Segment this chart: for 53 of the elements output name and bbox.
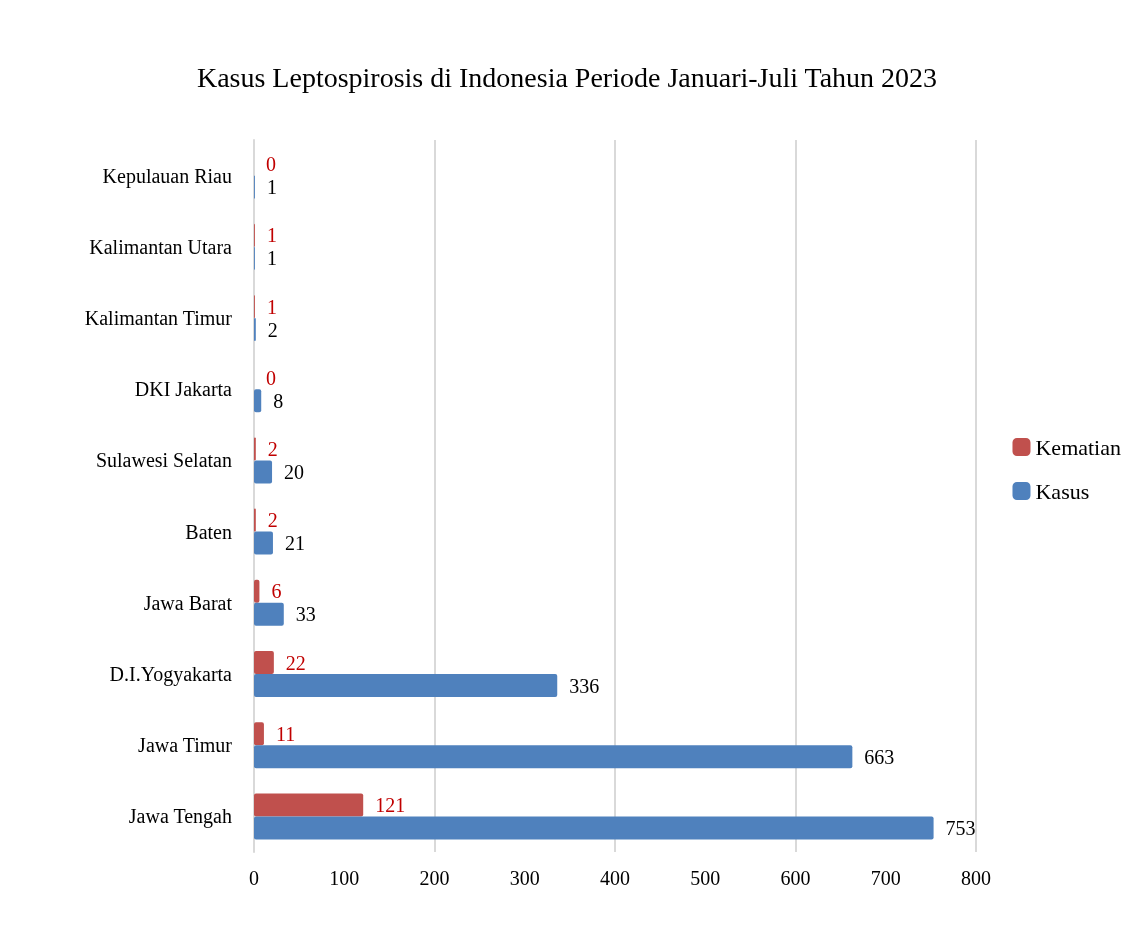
- chart-title: Kasus Leptospirosis di Indonesia Periode Januari-Juli Tahun 2023: [196, 61, 938, 93]
- bar: [254, 722, 264, 746]
- data-label: 753: [945, 816, 976, 839]
- bar: [254, 579, 260, 603]
- data-label: 336: [569, 674, 600, 697]
- data-label: 0: [266, 153, 276, 176]
- data-label: 663: [864, 745, 895, 768]
- bar: [254, 816, 934, 840]
- y-tick-label: Kalimantan Utara: [89, 235, 233, 258]
- legend-label: Kasus: [1035, 478, 1090, 504]
- data-label: 20: [284, 460, 305, 483]
- data-label: 2: [267, 509, 278, 532]
- bar: [254, 745, 853, 769]
- y-tick-label: Jawa Tengah: [128, 805, 232, 829]
- bar: [254, 651, 274, 674]
- data-label: 121: [375, 793, 406, 816]
- x-tick-label: 600: [780, 867, 811, 889]
- data-label: 2: [267, 437, 278, 460]
- x-tick-label: 700: [870, 867, 901, 889]
- data-label: 33: [295, 603, 316, 626]
- x-tick-label: 200: [419, 867, 450, 889]
- data-label: 1: [266, 247, 277, 270]
- data-label: 1: [266, 176, 277, 199]
- y-tick-label: Kalimantan Timur: [84, 307, 233, 329]
- bar: [254, 602, 284, 626]
- y-tick-label: Sulawesi Selatan: [95, 449, 232, 472]
- bar: [254, 674, 558, 697]
- bar: [254, 793, 364, 817]
- x-tick-label: 300: [509, 867, 540, 889]
- y-tick-label: D.I.Yogyakarta: [109, 663, 233, 686]
- y-tick-label: DKI Jakarta: [134, 378, 233, 401]
- data-label: 2: [267, 318, 278, 341]
- data-label: 11: [275, 722, 296, 745]
- x-tick-label: 0: [249, 867, 259, 889]
- data-label: 21: [284, 532, 305, 555]
- x-tick-label: 400: [600, 867, 630, 889]
- y-tick-label: Baten: [185, 520, 232, 543]
- data-label: 8: [273, 389, 284, 412]
- y-tick-label: Jawa Timur: [138, 734, 233, 757]
- bar: [254, 389, 262, 413]
- data-label: 1: [266, 224, 277, 247]
- legend-label: Kematian: [1035, 434, 1122, 460]
- data-label: 1: [266, 295, 277, 318]
- y-tick-label: Kepulauan Riau: [102, 164, 232, 188]
- x-tick-label: 100: [329, 867, 360, 889]
- bar: [254, 531, 273, 555]
- data-label: 0: [266, 366, 276, 389]
- data-label: 22: [285, 651, 306, 674]
- data-label: 6: [271, 580, 282, 603]
- bar: [254, 460, 273, 484]
- x-tick-label: 500: [690, 867, 721, 889]
- x-tick-label: 800: [961, 867, 991, 889]
- y-tick-label: Jawa Barat: [143, 591, 233, 614]
